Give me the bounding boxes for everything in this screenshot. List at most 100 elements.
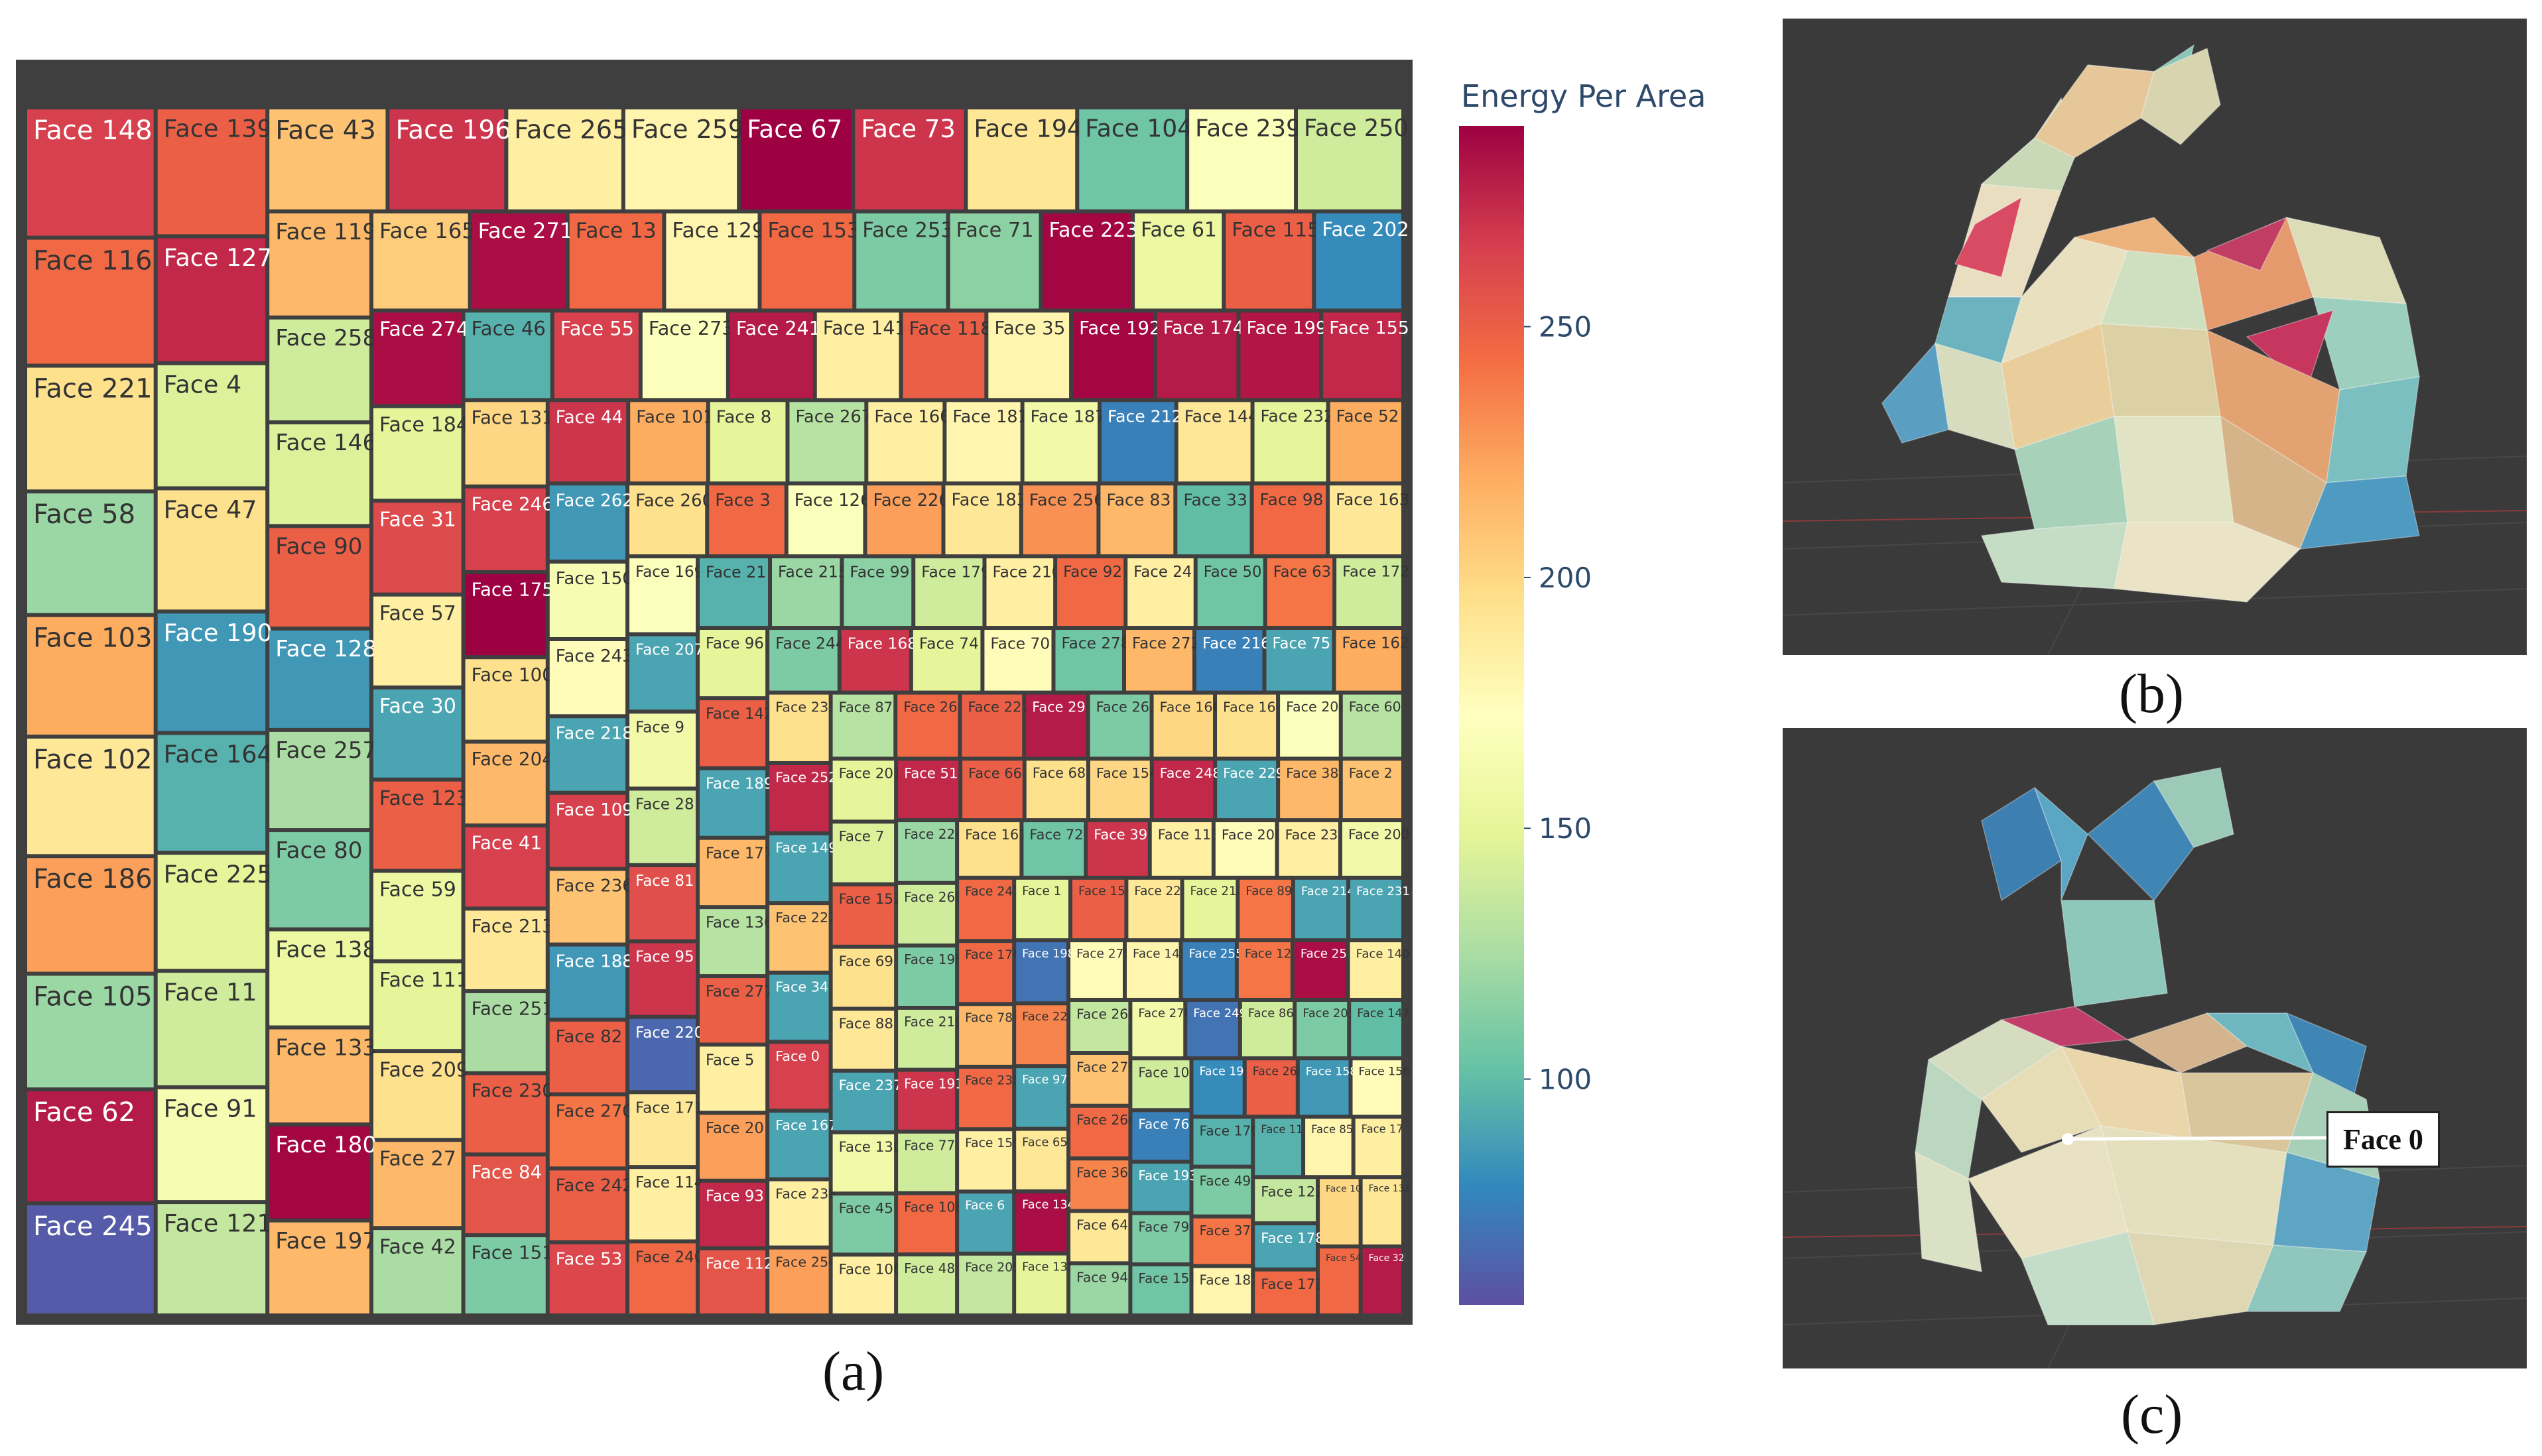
treemap-cell-rect[interactable] (1016, 1005, 1067, 1065)
treemap-cell-rect[interactable] (769, 905, 829, 971)
treemap-cell-rect[interactable] (1280, 694, 1339, 757)
treemap-cell-rect[interactable] (157, 973, 266, 1085)
treemap-cell[interactable]: Face 169 (629, 558, 704, 633)
treemap-cell[interactable]: Face 133 (269, 1029, 377, 1122)
treemap-cell-rect[interactable] (1362, 1179, 1401, 1244)
treemap-cell[interactable]: Face 176 (959, 943, 1021, 1002)
treemap-cell-rect[interactable] (1026, 694, 1086, 757)
treemap-cell-rect[interactable] (157, 735, 266, 851)
treemap-cell-rect[interactable] (1187, 1001, 1238, 1057)
treemap-cell-rect[interactable] (968, 109, 1076, 210)
treemap-cell-rect[interactable] (1316, 213, 1401, 309)
treemap-cell-rect[interactable] (761, 213, 853, 309)
treemap-cell[interactable]: Face 183 (945, 485, 1027, 555)
treemap-cell[interactable]: Face 271 (472, 213, 574, 309)
treemap-cell-rect[interactable] (1342, 694, 1401, 757)
treemap-cell[interactable]: Face 203 (1297, 1001, 1356, 1057)
treemap-cell[interactable]: Face 86 (1241, 1001, 1294, 1057)
treemap-cell[interactable]: Face 219 (898, 1009, 964, 1068)
treemap-cell[interactable]: Face 101 (630, 402, 714, 482)
treemap-cell-rect[interactable] (1362, 1248, 1401, 1313)
treemap-cell[interactable]: Face 46 (465, 312, 550, 398)
treemap-cell-rect[interactable] (1320, 1179, 1359, 1244)
treemap-cell-rect[interactable] (465, 312, 550, 398)
treemap-cell[interactable]: Face 79 (1132, 1215, 1190, 1262)
treemap-cell[interactable]: Face 16 (1217, 694, 1277, 757)
treemap-cell[interactable]: Face 53 (549, 1244, 626, 1313)
treemap-cell-rect[interactable] (984, 630, 1052, 691)
treemap-cell[interactable]: Face 71 (950, 213, 1039, 309)
treemap-cell[interactable]: Face 172 (1336, 558, 1410, 627)
treemap-cell[interactable]: Face 6 (959, 1193, 1013, 1252)
treemap-cell[interactable]: Face 162 (1336, 630, 1410, 691)
treemap-cell-rect[interactable] (629, 790, 696, 863)
treemap-cell[interactable]: Face 149 (769, 835, 837, 902)
treemap-cell[interactable]: Face 59 (373, 873, 462, 959)
treemap-cell[interactable]: Face 77 (898, 1133, 955, 1191)
treemap-cell[interactable]: Face 277 (700, 978, 773, 1043)
treemap-cell-rect[interactable] (1240, 312, 1320, 398)
treemap-cell-rect[interactable] (269, 319, 370, 421)
treemap-cell-rect[interactable] (789, 402, 865, 482)
treemap-cell-rect[interactable] (1132, 1060, 1190, 1109)
treemap-cell-rect[interactable] (1193, 1218, 1251, 1264)
treemap-cell[interactable]: Face 253 (856, 213, 954, 309)
treemap-cell-rect[interactable] (1253, 485, 1326, 555)
treemap-cell[interactable]: Face 106 (832, 1256, 903, 1313)
treemap-cell-rect[interactable] (157, 490, 266, 610)
treemap-cell[interactable]: Face 273 (642, 312, 734, 398)
treemap-cell-rect[interactable] (157, 365, 266, 487)
treemap-cell-rect[interactable] (549, 402, 627, 482)
treemap-cell[interactable]: Face 177 (700, 839, 773, 906)
treemap-cell-rect[interactable] (769, 630, 838, 691)
treemap-cell[interactable]: Face 21 (700, 558, 769, 627)
treemap-cell[interactable]: Face 223 (1043, 213, 1139, 309)
treemap-cell[interactable]: Face 60 (1342, 694, 1401, 757)
treemap-cell[interactable]: Face 33 (1177, 485, 1250, 555)
treemap-cell-rect[interactable] (962, 760, 1023, 819)
treemap-cell-rect[interactable] (269, 731, 370, 829)
treemap-cell-rect[interactable] (1043, 213, 1131, 309)
treemap-cell[interactable]: Face 122 (1255, 1179, 1324, 1222)
treemap-cell[interactable]: Face 222 (769, 905, 837, 971)
treemap-cell[interactable]: Face 214 (1295, 879, 1355, 939)
treemap-cell[interactable]: Face 113 (1151, 822, 1220, 876)
treemap-cell[interactable]: Face 116 (27, 239, 154, 364)
treemap-cell-rect[interactable] (946, 402, 1021, 482)
treemap-cell-rect[interactable] (465, 743, 546, 823)
treemap-cell[interactable]: Face 270 (549, 1096, 633, 1167)
treemap-cell[interactable]: Face 73 (855, 109, 964, 210)
treemap-cell[interactable]: Face 252 (769, 764, 837, 831)
treemap-cell-rect[interactable] (1320, 1248, 1359, 1313)
treemap-cell[interactable]: Face 63 (1267, 558, 1333, 627)
treemap-cell-rect[interactable] (1057, 558, 1124, 627)
treemap-cell[interactable]: Face 251 (465, 993, 554, 1071)
treemap-cell-rect[interactable] (629, 558, 696, 633)
treemap-cell-rect[interactable] (27, 367, 154, 490)
treemap-cell[interactable]: Face 11 (157, 973, 266, 1085)
treemap-cell[interactable]: Face 243 (549, 641, 633, 715)
treemap-cell[interactable]: Face 7 (832, 823, 895, 882)
treemap-cell-rect[interactable] (1055, 630, 1122, 691)
treemap-cell[interactable]: Face 58 (27, 493, 154, 613)
treemap-cell-rect[interactable] (959, 879, 1013, 940)
treemap-cell-rect[interactable] (1135, 213, 1222, 309)
treemap-cell-rect[interactable] (1241, 1001, 1293, 1057)
treemap-cell[interactable]: Face 104 (1079, 109, 1192, 210)
treemap-cell-rect[interactable] (549, 1021, 626, 1093)
treemap-cell[interactable]: Face 164 (157, 735, 273, 851)
treemap-cell[interactable]: Face 201 (832, 760, 903, 820)
treemap-cell[interactable]: Face 9 (629, 713, 696, 787)
treemap-cell[interactable]: Face 167 (769, 1113, 837, 1178)
treemap-cell[interactable]: Face 150 (549, 563, 633, 638)
treemap-cell-rect[interactable] (27, 239, 154, 364)
treemap-cell-rect[interactable] (772, 558, 840, 627)
treemap-cell-rect[interactable] (549, 946, 626, 1018)
treemap-cell[interactable]: Face 72 (1023, 822, 1084, 876)
treemap-cell-rect[interactable] (769, 1181, 829, 1246)
treemap-cell-rect[interactable] (666, 213, 758, 309)
treemap-cell-rect[interactable] (898, 884, 956, 944)
treemap-cell-rect[interactable] (769, 694, 829, 761)
treemap-cell[interactable]: Face 208 (1280, 694, 1348, 757)
treemap-cell[interactable]: Face 209 (373, 1053, 469, 1138)
